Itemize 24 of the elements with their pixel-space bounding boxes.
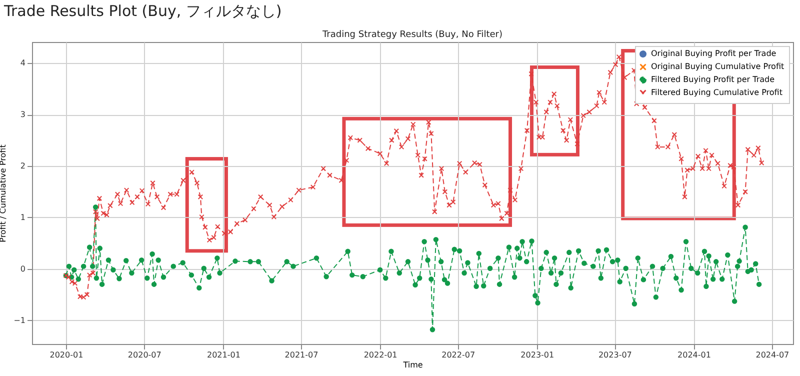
x-tick-label: 2024-07 (756, 350, 790, 360)
legend-label: Original Buying Cumulative Profit (651, 62, 784, 71)
chart-title: Trade Results Plot (Buy, フィルタなし) (4, 2, 282, 21)
chart-subtitle: Trading Strategy Results (Buy, No Filter) (322, 30, 502, 40)
x-tick-label: 2020-07 (128, 350, 162, 360)
x-tick-label: 2022-07 (442, 350, 476, 360)
x-tick-label: 2020-01 (50, 350, 84, 360)
y-tick-label: 3 (20, 110, 26, 120)
x-tick-label: 2023-01 (520, 350, 554, 360)
y-tick-label: 4 (20, 58, 26, 68)
y-tick-label: 0 (20, 264, 26, 274)
legend-label: Filtered Buying Cumulative Profit (651, 88, 782, 97)
x-tick-label: 2024-01 (678, 350, 711, 360)
x-tick-label: 2023-07 (598, 350, 632, 360)
y-tick-label: 1 (20, 212, 26, 222)
y-tick-label: −1 (14, 316, 26, 325)
y-tick-label: 2 (20, 161, 26, 170)
x-tick-label: 2022-01 (364, 350, 398, 360)
x-tick-label: 2021-01 (207, 350, 240, 360)
x-axis-title: Time (402, 360, 423, 370)
y-axis-title: Profit / Cumulative Profit (0, 144, 8, 242)
legend-label: Filtered Buying Profit per Trade (651, 75, 775, 84)
legend-label: Original Buying Profit per Trade (651, 49, 776, 58)
x-tick-label: 2021-07 (284, 350, 318, 360)
